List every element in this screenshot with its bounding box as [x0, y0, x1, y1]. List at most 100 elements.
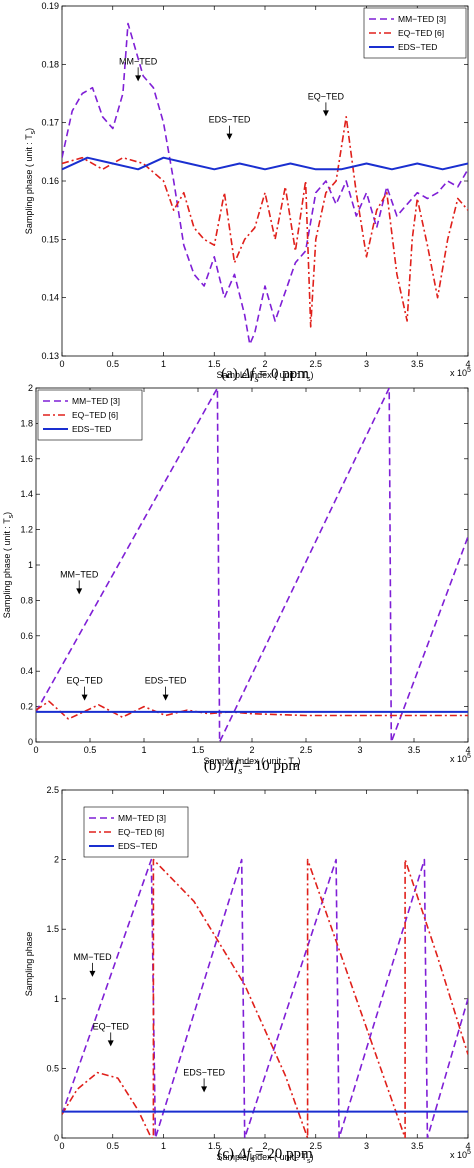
y-axis-label: Sampling phase ( unit : Ts): [2, 512, 15, 618]
y-tick-label: 2.5: [46, 785, 59, 795]
x-tick-label: 2.5: [309, 359, 322, 369]
x-axis-label-sub: s: [307, 1158, 311, 1163]
series-line-1: [62, 22, 468, 346]
series-line-1: [36, 388, 468, 742]
y-axis-label: Sampling phase ( unit : Ts): [24, 128, 37, 234]
series-line-2: [62, 116, 468, 328]
y-tick-label: 0.13: [41, 351, 59, 361]
y-axis-label-end: ): [2, 512, 12, 515]
y-tick-label: 1.8: [20, 418, 33, 428]
x-tick-label: 1: [161, 359, 166, 369]
x-multiplier-exp: 5: [467, 753, 471, 760]
y-tick-label: 2: [54, 855, 59, 865]
y-axis-label-main: Sampling phase ( unit : T: [2, 518, 12, 618]
x-axis-label: Sample Index ( unit : Ts): [217, 370, 314, 383]
annotation-label: EQ−TED: [93, 1021, 130, 1031]
x-tick-label: 0.5: [84, 745, 97, 755]
caption-sub: s: [251, 1153, 255, 1163]
annotation-label: EQ−TED: [66, 676, 103, 686]
y-tick-label: 1.4: [20, 489, 33, 499]
x-axis-label-end: ): [297, 756, 300, 766]
y-tick-label: 0.18: [41, 59, 59, 69]
x-axis-label: Sample Index ( unit : Ts): [204, 756, 301, 769]
x-multiplier-exp: 5: [467, 367, 471, 374]
x-tick-label: 2: [262, 1141, 267, 1151]
x-axis-label-main: Sample Index ( unit : T: [204, 756, 295, 766]
annotation-arrow-head: [322, 110, 329, 117]
x-tick-label: 1.5: [208, 359, 221, 369]
x-axis-label-sub: s: [294, 762, 298, 769]
y-axis-label-end: ): [24, 128, 34, 131]
annotation-label: EDS−TED: [145, 676, 187, 686]
x-tick-label: 4: [465, 1141, 470, 1151]
x-tick-label: 3: [364, 1141, 369, 1151]
y-axis-label: Sampling phase: [24, 932, 34, 997]
legend-entry: EQ−TED [6]: [72, 410, 118, 420]
legend-entry: EDS−TED: [118, 841, 157, 851]
x-tick-label: 3: [364, 359, 369, 369]
caption-value: = 20 ppm: [255, 1146, 313, 1162]
y-tick-label: 1.2: [20, 525, 33, 535]
series-line-2: [62, 858, 468, 1138]
legend-entry: EQ−TED [6]: [398, 28, 444, 38]
x-axis-label-end: ): [310, 1152, 313, 1162]
caption-value: = 0 ppm: [259, 366, 309, 382]
annotation-label: MM−TED: [60, 569, 99, 579]
x-tick-label: 2: [262, 359, 267, 369]
y-tick-label: 0.15: [41, 234, 59, 244]
annotation-arrow-head: [76, 588, 83, 595]
x-axis-label-main: Sample Index ( unit : T: [217, 1152, 308, 1162]
y-tick-label: 0.17: [41, 118, 59, 128]
x-tick-label: 0.5: [106, 1141, 119, 1151]
y-tick-label: 0.8: [20, 595, 33, 605]
x-axis-label: Sample Index ( unit : Ts): [217, 1152, 314, 1163]
annotation-arrow-head: [135, 75, 142, 82]
x-tick-label: 2.5: [300, 745, 313, 755]
annotation-label: EDS−TED: [209, 115, 251, 125]
y-tick-label: 1.6: [20, 454, 33, 464]
legend-entry: MM−TED [3]: [398, 14, 446, 24]
panel-caption: (a) Δfs= 0 ppm: [221, 366, 309, 385]
x-multiplier: x 105: [450, 1149, 471, 1160]
y-tick-label: 0.19: [41, 1, 59, 11]
caption-sub: s: [254, 373, 258, 385]
y-axis-label-sub: s: [8, 514, 15, 518]
x-axis-label-end: ): [310, 370, 313, 380]
legend-entry: EDS−TED: [398, 42, 437, 52]
annotation-arrow-head: [201, 1086, 208, 1093]
annotation-label: EDS−TED: [183, 1067, 225, 1077]
caption-symbol: Δf: [224, 758, 240, 774]
x-tick-label: 1.5: [208, 1141, 221, 1151]
annotation-label: MM−TED: [119, 56, 158, 66]
legend-entry: EQ−TED [6]: [118, 827, 164, 837]
y-tick-label: 0.2: [20, 702, 33, 712]
x-tick-label: 3: [357, 745, 362, 755]
annotation-arrow-head: [107, 1040, 114, 1047]
legend-box: [83, 806, 189, 858]
series-line-2: [36, 700, 468, 720]
caption-symbol: Δf: [237, 1146, 253, 1162]
x-tick-label: 4: [465, 745, 470, 755]
chart-panel-2: 0 0.5 1 1.5 2 2.5 3 3.5 4 0 0.2 0.4 0.6 0.8 1 1.2 1.4 1.6…: [2, 383, 471, 777]
series-line-3: [62, 156, 468, 171]
plot-area: [35, 387, 469, 743]
plot-area: [61, 5, 469, 357]
x-tick-label: 4: [465, 359, 470, 369]
y-tick-label: 0: [28, 737, 33, 747]
chart-panel-1: 0 0.5 1 1.5 2 2.5 3 3.5 4 0.13 0.14 0.15 0.16 0.17 0.1…: [24, 1, 471, 385]
x-tick-label: 3.5: [411, 359, 424, 369]
x-tick-label: 0: [59, 1141, 64, 1151]
legend-box: [37, 389, 143, 441]
y-axis-label-main: Sampling phase ( unit : T: [24, 134, 34, 234]
x-tick-label: 3.5: [408, 745, 421, 755]
y-tick-label: 1: [54, 994, 59, 1004]
y-tick-label: 0.6: [20, 631, 33, 641]
annotation-arrow-head: [81, 694, 88, 701]
x-tick-label: 0: [59, 359, 64, 369]
x-tick-label: 2: [249, 745, 254, 755]
x-multiplier: x 105: [450, 367, 471, 378]
x-tick-label: 0: [33, 745, 38, 755]
x-tick-label: 2.5: [309, 1141, 322, 1151]
